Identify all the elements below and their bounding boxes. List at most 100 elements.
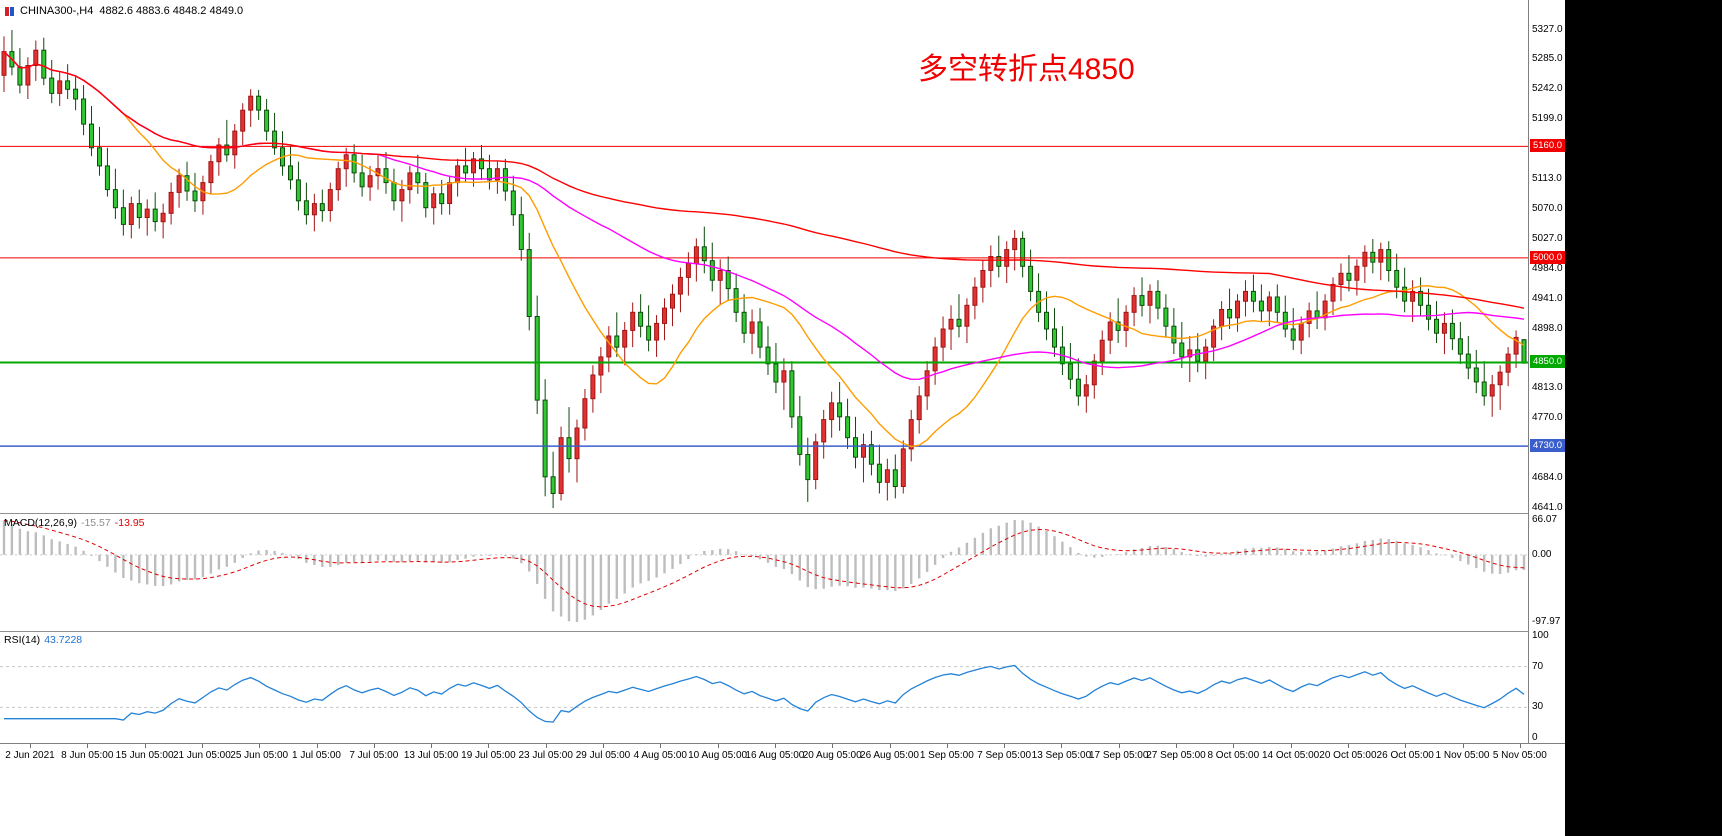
moving-average-48 bbox=[3, 51, 1525, 381]
date-label: 10 Aug 05:00 bbox=[688, 750, 748, 761]
date-label: 1 Jul 05:00 bbox=[292, 750, 341, 761]
date-label: 21 Jun 05:00 bbox=[172, 750, 231, 761]
time-axis-tick bbox=[1061, 744, 1063, 748]
rsi-label: RSI(14) 43.7228 bbox=[4, 634, 82, 646]
date-label: 14 Oct 05:00 bbox=[1261, 750, 1320, 761]
date-label: 27 Sep 05:00 bbox=[1146, 750, 1206, 761]
price-tick-label: 4941.0 bbox=[1532, 293, 1563, 305]
price-line-tag: 4850.0 bbox=[1530, 355, 1565, 369]
price-tick-label: 4684.0 bbox=[1532, 472, 1563, 484]
date-label: 4 Aug 05:00 bbox=[633, 750, 687, 761]
time-axis-tick bbox=[1347, 744, 1349, 748]
moving-average-16 bbox=[3, 51, 1525, 448]
price-tick-label: 4984.0 bbox=[1532, 263, 1563, 275]
price-line-tag: 4730.0 bbox=[1530, 439, 1565, 453]
price-chart-canvas[interactable] bbox=[0, 0, 1528, 512]
rsi-name: RSI(14) bbox=[4, 634, 41, 646]
date-label: 17 Sep 05:00 bbox=[1088, 750, 1149, 761]
price-axis[interactable]: 5327.0 5285.0 5242.0 5199.0 5113.0 5070.0 5027… bbox=[1528, 0, 1565, 743]
macd-histogram bbox=[2, 520, 1526, 622]
date-label: 20 Aug 05:00 bbox=[802, 750, 862, 761]
date-label: 5 Nov 05:00 bbox=[1492, 750, 1547, 761]
time-axis-tick bbox=[1519, 744, 1521, 748]
time-axis-tick bbox=[144, 744, 146, 748]
price-tick-label: 5285.0 bbox=[1532, 53, 1563, 65]
price-tick-label: 5327.0 bbox=[1532, 24, 1563, 35]
pane-separator-macd-rsi[interactable] bbox=[0, 631, 1565, 632]
time-axis-tick bbox=[259, 744, 261, 748]
date-label: 29 Jul 05:00 bbox=[575, 750, 631, 761]
time-axis-tick bbox=[717, 744, 719, 748]
macd-canvas[interactable] bbox=[0, 514, 1528, 628]
pane-separator-main-macd[interactable] bbox=[0, 513, 1565, 514]
time-axis-tick bbox=[373, 744, 375, 748]
time-axis-tick bbox=[1118, 744, 1120, 748]
time-axis-tick bbox=[774, 744, 776, 748]
time-axis-tick bbox=[1405, 744, 1407, 748]
date-label: 7 Jul 05:00 bbox=[349, 750, 399, 761]
price-line-tag: 5000.0 bbox=[1530, 250, 1565, 264]
rsi-tick-label: 0 bbox=[1532, 732, 1538, 743]
right-black-strip bbox=[1565, 0, 1722, 836]
macd-name: MACD(12,26,9) bbox=[4, 517, 77, 529]
time-axis-tick bbox=[603, 744, 604, 748]
time-axis-tick bbox=[889, 744, 891, 748]
macd-label: MACD(12,26,9) -15.57 -13.95 bbox=[4, 517, 145, 529]
symbol-ohlc-label: CHINA300-,H4 4882.6 4883.6 4848.2 4849.0 bbox=[5, 5, 243, 17]
date-label: 20 Oct 05:00 bbox=[1319, 750, 1377, 761]
time-axis-tick bbox=[87, 744, 89, 748]
time-axis-tick bbox=[660, 744, 662, 748]
date-label: 7 Sep 05:00 bbox=[977, 750, 1032, 761]
date-label: 25 Jun 05:00 bbox=[230, 750, 289, 761]
rsi-tick-label: 70 bbox=[1532, 660, 1544, 672]
time-axis-tick bbox=[1004, 744, 1006, 748]
macd-signal-value: -13.95 bbox=[114, 517, 145, 529]
time-axis-tick bbox=[316, 744, 318, 748]
date-label: 16 Aug 05:00 bbox=[745, 750, 805, 761]
moving-average-160 bbox=[3, 51, 1525, 309]
date-label: 26 Oct 05:00 bbox=[1376, 750, 1434, 761]
date-label: 19 Jul 05:00 bbox=[461, 750, 516, 761]
macd-tick-max: 66.07 bbox=[1532, 514, 1558, 525]
annotation-text: 多空转折点4850 bbox=[918, 53, 1135, 86]
time-axis-tick bbox=[1462, 744, 1464, 748]
date-label: 8 Jun 05:00 bbox=[61, 750, 114, 761]
chart-window[interactable]: CHINA300-,H4 4882.6 4883.6 4848.2 4849.0… bbox=[0, 0, 1565, 836]
date-label: 15 Jun 05:00 bbox=[115, 750, 174, 761]
macd-signal-line bbox=[3, 520, 1525, 608]
chart-icon bbox=[5, 6, 14, 16]
time-axis-tick bbox=[431, 744, 433, 748]
price-tick-label: 4641.0 bbox=[1532, 502, 1563, 514]
rsi-canvas[interactable] bbox=[0, 632, 1528, 742]
time-axis[interactable]: 2 Jun 2021 8 Jun 05:00 15 Jun 05:00 21 Jun … bbox=[0, 743, 1565, 767]
date-label: 2 Jun 2021 bbox=[5, 750, 55, 761]
ohlc-values: 4882.6 4883.6 4848.2 4849.0 bbox=[99, 5, 244, 17]
rsi-tick-label: 100 bbox=[1532, 630, 1549, 641]
rsi-value: 43.7228 bbox=[44, 634, 83, 646]
date-label: 1 Nov 05:00 bbox=[1435, 750, 1490, 761]
time-axis-tick bbox=[201, 744, 203, 748]
price-tick-label: 5199.0 bbox=[1532, 113, 1563, 125]
date-label: 26 Aug 05:00 bbox=[860, 750, 919, 761]
symbol-name: CHINA300-,H4 bbox=[20, 5, 94, 17]
time-axis-tick bbox=[832, 744, 834, 748]
macd-main-value: -15.57 bbox=[80, 517, 111, 529]
date-label: 13 Sep 05:00 bbox=[1031, 750, 1092, 761]
price-tick-label: 5070.0 bbox=[1532, 203, 1563, 215]
price-line-tag: 5160.0 bbox=[1530, 139, 1565, 153]
price-tick-label: 5113.0 bbox=[1532, 173, 1562, 185]
price-tick-label: 4898.0 bbox=[1532, 323, 1563, 334]
date-label: 23 Jul 05:00 bbox=[518, 750, 573, 761]
candles-group bbox=[1, 30, 1527, 509]
rsi-line bbox=[4, 664, 1525, 723]
rsi-tick-label: 30 bbox=[1532, 701, 1544, 713]
macd-tick-zero: 0.00 bbox=[1532, 548, 1552, 560]
time-axis-tick bbox=[1176, 744, 1177, 748]
price-tick-label: 5242.0 bbox=[1532, 83, 1563, 95]
macd-tick-min: -97.97 bbox=[1532, 616, 1561, 627]
time-axis-tick bbox=[545, 744, 547, 748]
time-axis-tick bbox=[30, 744, 31, 748]
time-axis-tick bbox=[488, 744, 490, 748]
date-label: 13 Jul 05:00 bbox=[403, 750, 459, 761]
